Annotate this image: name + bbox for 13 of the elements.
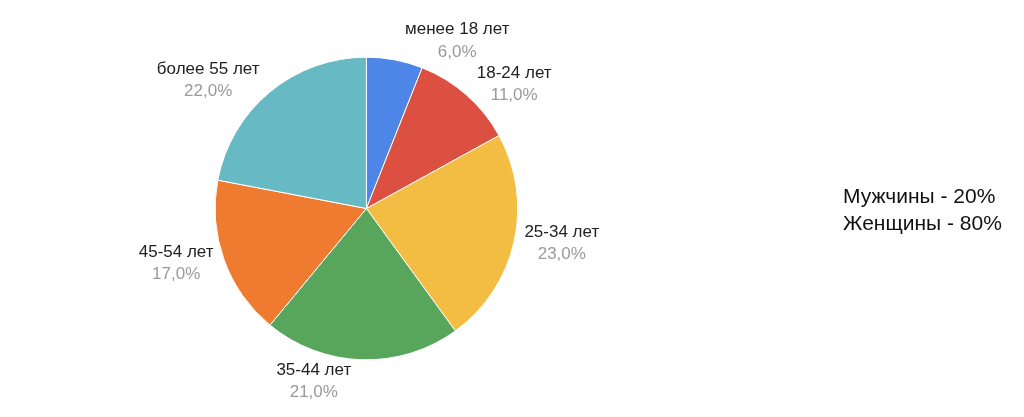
slice-label: 25-34 лет bbox=[524, 221, 600, 241]
data-label: 21,0% bbox=[289, 381, 338, 401]
text: Мужчины - 20% Женщины - 80% bbox=[843, 184, 1002, 235]
data-label: 23,0% bbox=[537, 244, 586, 264]
data-label: 22,0% bbox=[184, 81, 233, 101]
slice-label: более 55 лет bbox=[156, 59, 260, 79]
slice-label: 45-54 лет bbox=[138, 241, 214, 261]
data-label: 11,0% bbox=[490, 84, 538, 104]
slice-label: менее 18 лет bbox=[405, 19, 510, 39]
slice-label: 35-44 лет bbox=[276, 359, 352, 379]
data-label: 17,0% bbox=[152, 263, 201, 283]
slice-label: 18-24 лет bbox=[476, 62, 552, 82]
data-label: 6,0% bbox=[437, 41, 477, 61]
